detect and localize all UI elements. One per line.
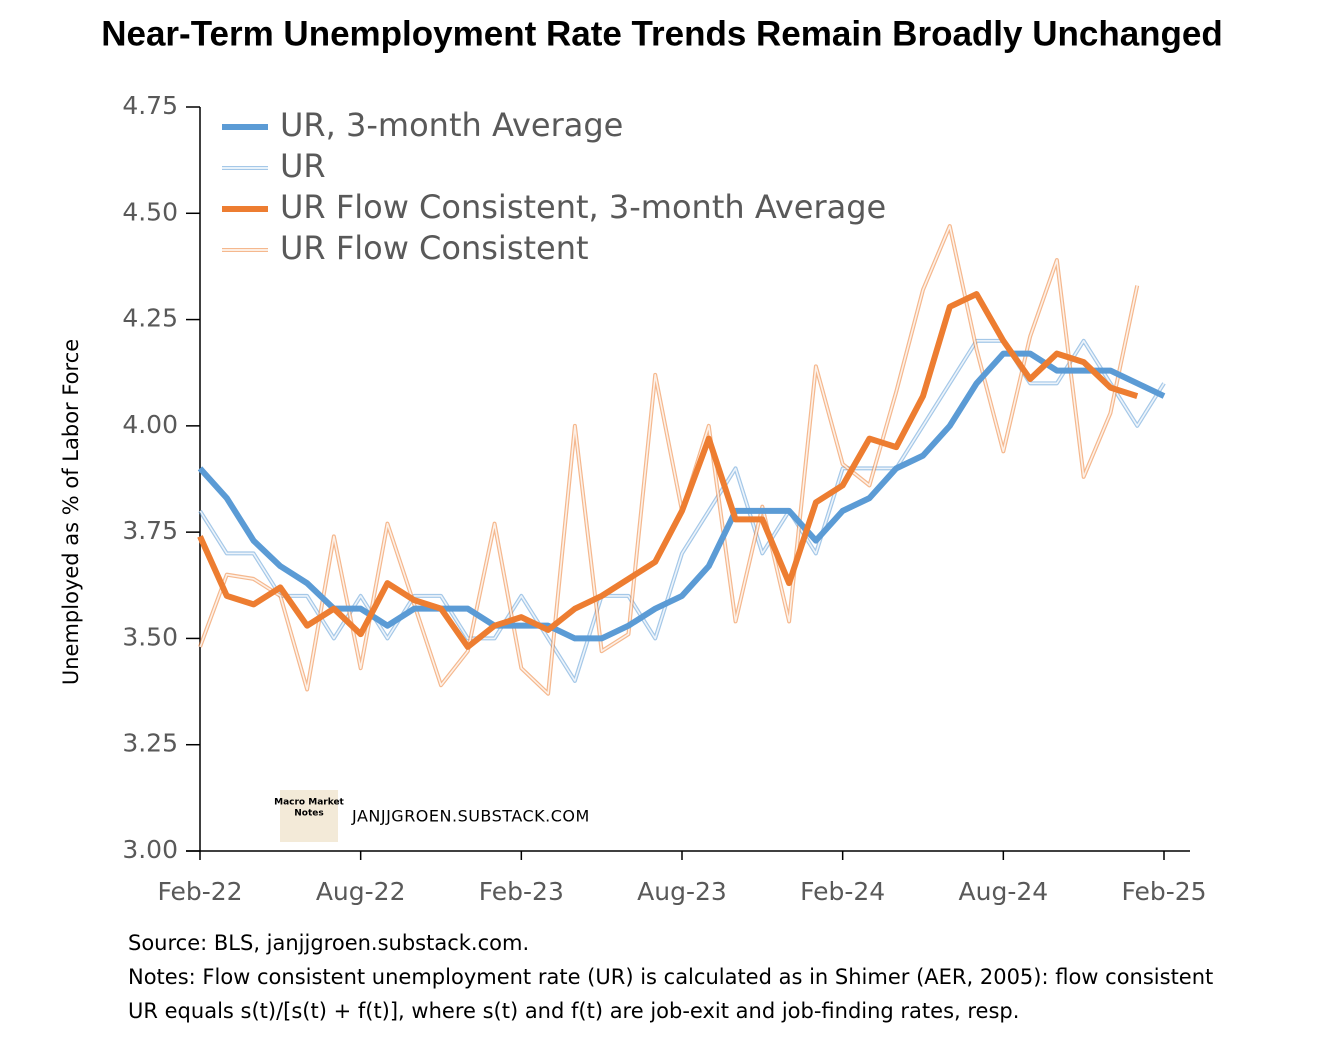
y-tick-label: 4.75: [122, 91, 178, 120]
x-tick-label: Feb-24: [800, 877, 885, 906]
series-line: [197, 291, 1139, 650]
chart-title: Near-Term Unemployment Rate Trends Remai…: [101, 14, 1223, 53]
legend-label: UR: [280, 147, 326, 185]
y-tick-label: 4.25: [122, 304, 178, 333]
legend-label: UR Flow Consistent: [280, 229, 589, 267]
y-tick-label: 3.75: [122, 516, 178, 545]
logo-text: Macro Market: [274, 798, 344, 808]
series-line: [197, 350, 1166, 642]
x-tick-label: Feb-22: [157, 877, 242, 906]
x-tick-label: Feb-23: [479, 877, 564, 906]
logo: [280, 790, 338, 842]
y-axis-label: Unemployed as % of Labor Force: [59, 339, 83, 685]
series-line-inner: [199, 225, 1139, 695]
x-tick-label: Aug-23: [637, 877, 727, 906]
legend-label: UR Flow Consistent, 3-month Average: [280, 188, 886, 226]
x-tick-label: Aug-24: [959, 877, 1049, 906]
logo-text: Notes: [294, 809, 323, 819]
watermark: JANJJGROEN.SUBSTACK.COM: [351, 807, 590, 826]
series-line: [198, 224, 1140, 696]
x-tick-label: Aug-22: [316, 877, 406, 906]
x-tick-label: Feb-25: [1121, 877, 1206, 906]
y-tick-label: 3.50: [122, 622, 178, 651]
notes: UR equals s(t)/[s(t) + f(t)], where s(t)…: [128, 999, 1019, 1023]
legend-label: UR, 3-month Average: [280, 106, 623, 144]
y-tick-label: 4.50: [122, 197, 178, 226]
y-tick-label: 4.00: [122, 410, 178, 439]
y-tick-label: 3.00: [122, 835, 178, 864]
y-tick-label: 3.25: [122, 729, 178, 758]
source: Source: BLS, janjjgroen.substack.com.: [128, 931, 529, 955]
notes: Notes: Flow consistent unemployment rate…: [128, 965, 1213, 989]
